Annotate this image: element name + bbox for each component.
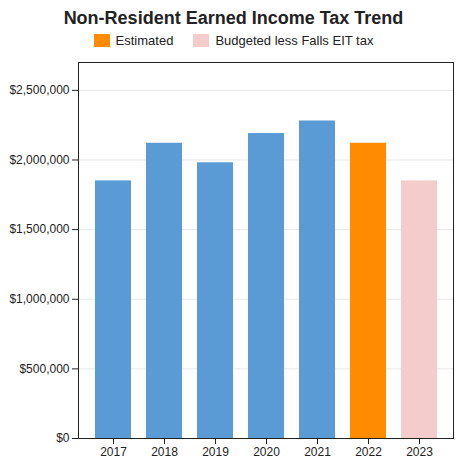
html-text:Estimated: Estimated [115,33,174,48]
svg-text:$500,000: $500,000 [19,362,69,376]
html-text:Non-Resident Earned Income Tax: Non-Resident Earned Income Tax Trend [63,8,404,28]
svg-text:2019: 2019 [202,445,229,459]
svg-text:2022: 2022 [355,445,382,459]
svg-text:$0: $0 [56,431,70,445]
svg-text:$2,500,000: $2,500,000 [9,83,69,97]
svg-text:$1,500,000: $1,500,000 [9,222,69,236]
svg-text:2020: 2020 [253,445,280,459]
svg-text:2018: 2018 [151,445,178,459]
svg-text:$1,000,000: $1,000,000 [9,292,69,306]
svg-text:2017: 2017 [100,445,127,459]
svg-text:2023: 2023 [406,445,433,459]
svg-text:$2,000,000: $2,000,000 [9,153,69,167]
html-text:Budgeted less Falls EIT tax: Budgeted less Falls EIT tax [215,33,374,48]
svg-text:2021: 2021 [304,445,331,459]
